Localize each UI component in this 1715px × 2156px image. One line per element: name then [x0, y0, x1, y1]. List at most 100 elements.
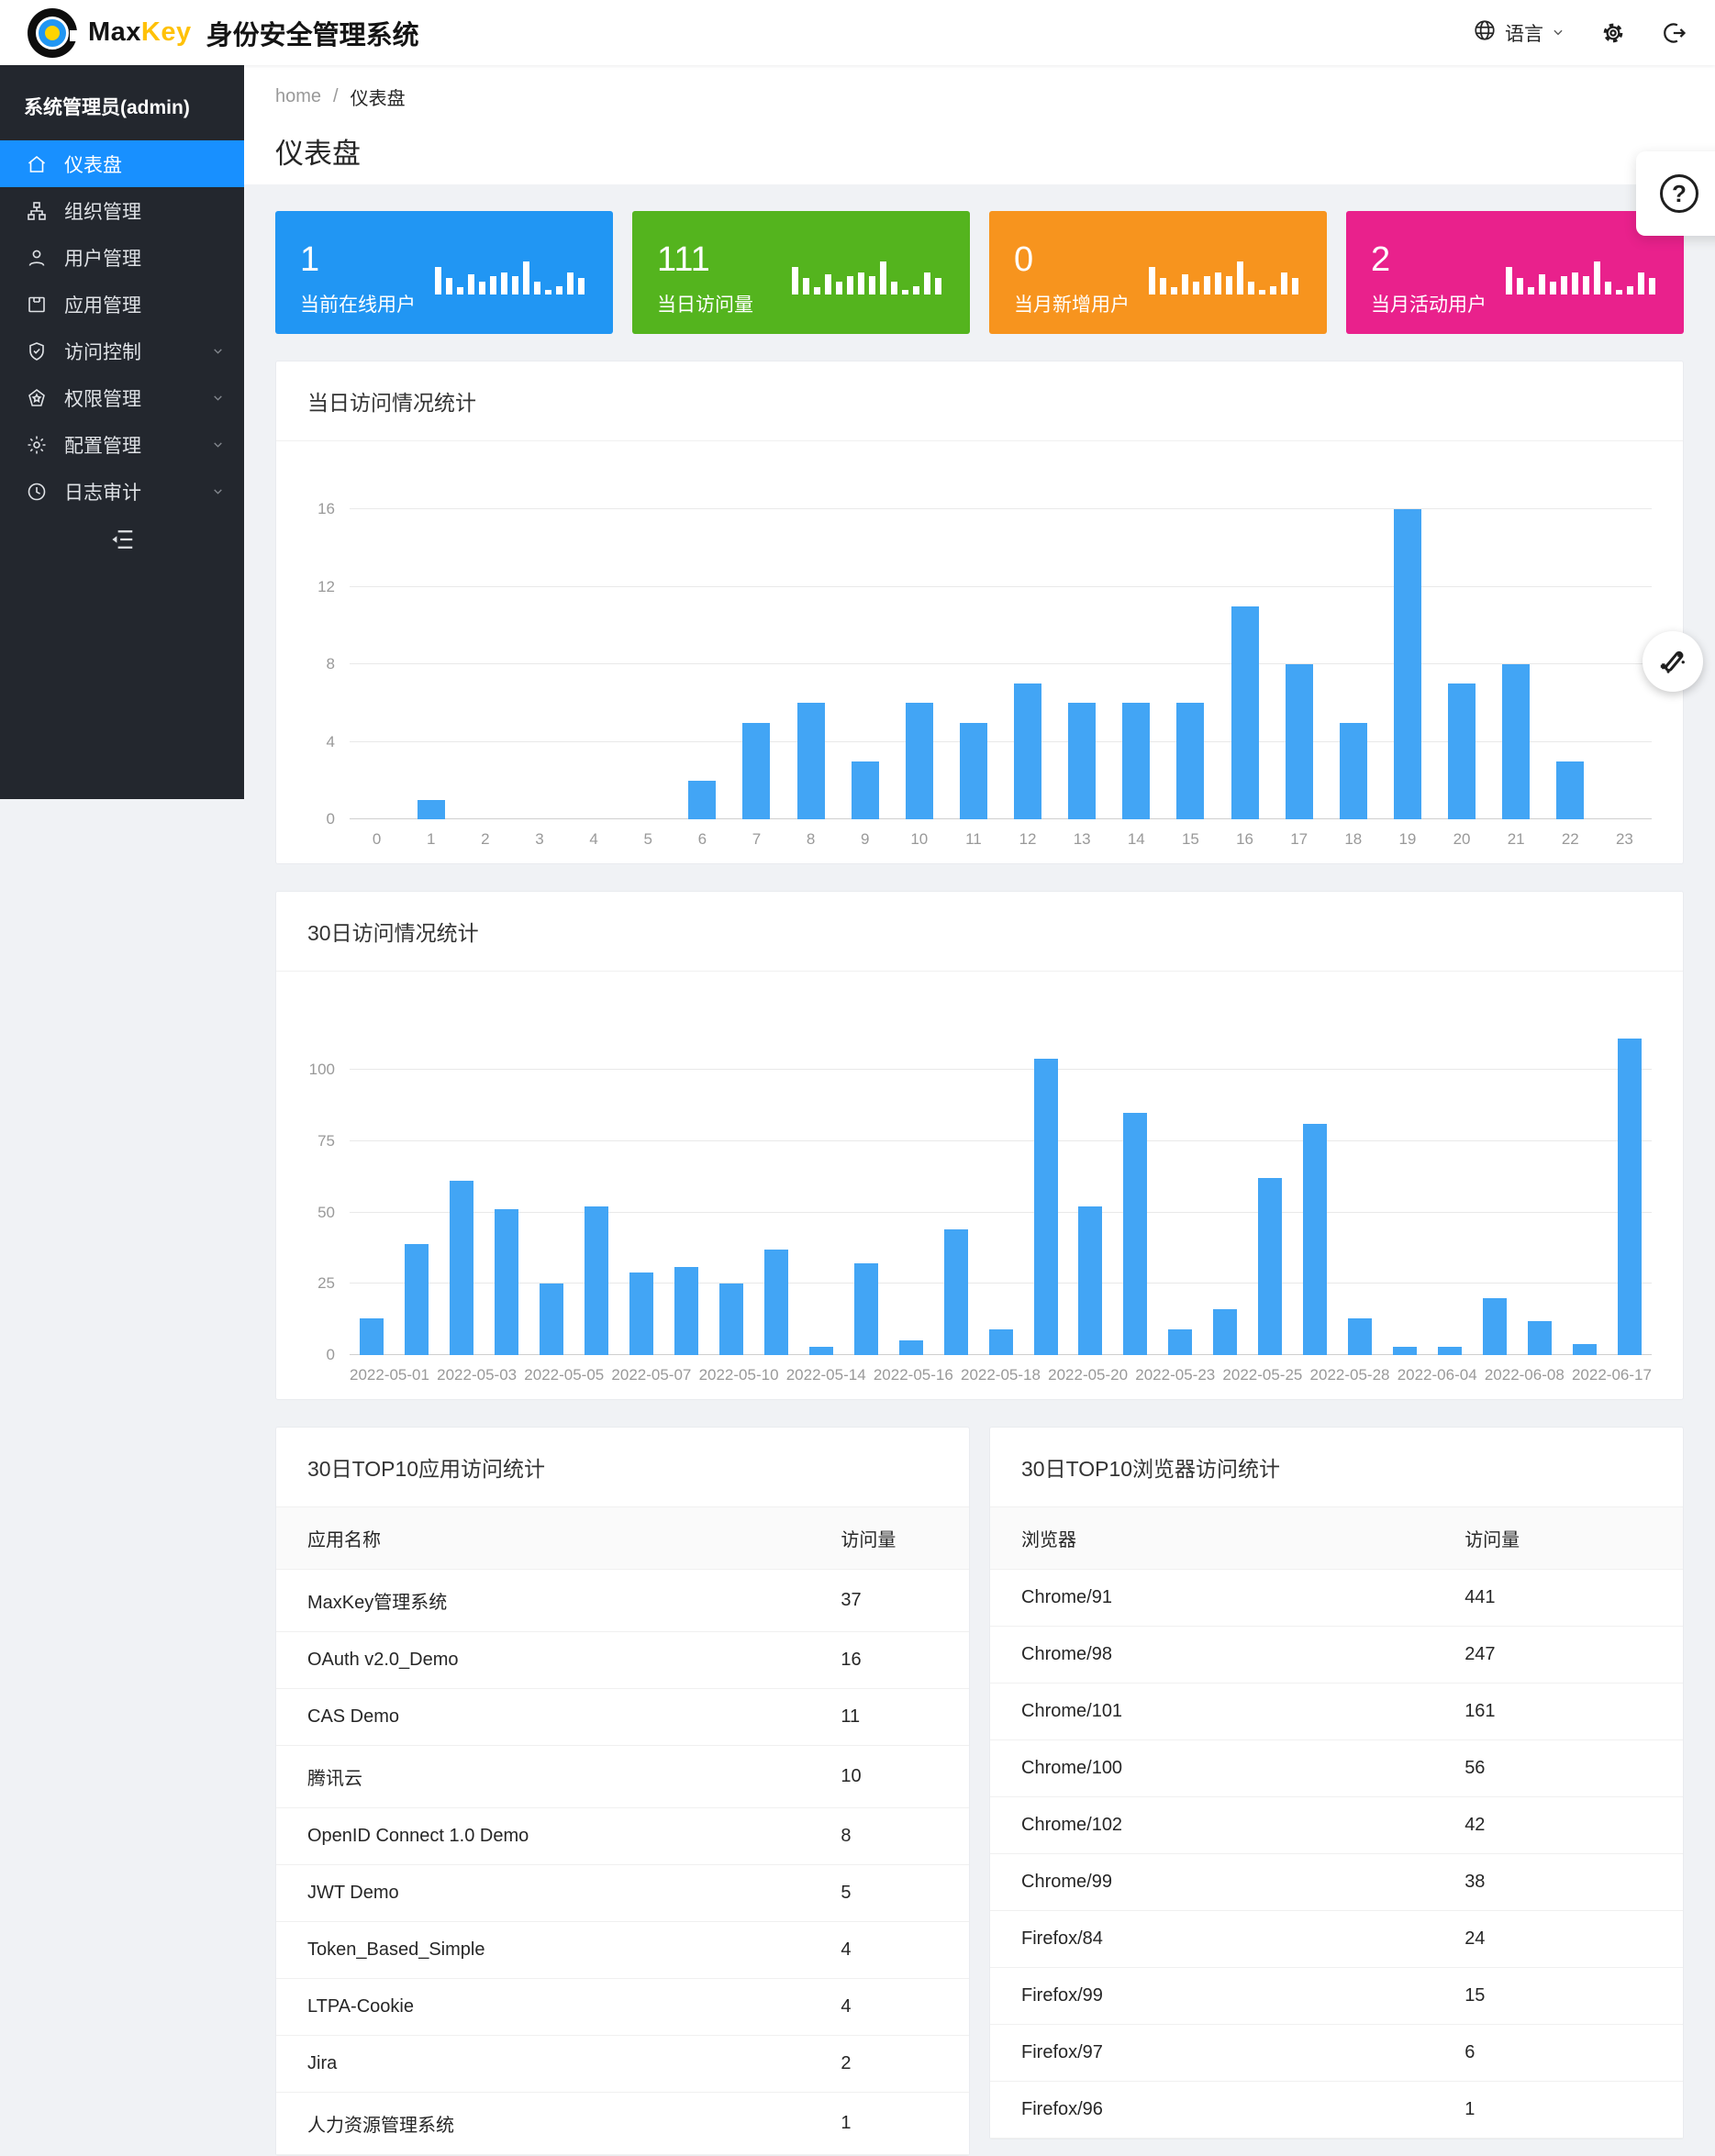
table-cell: 4: [809, 1978, 969, 2036]
bar-slot: [440, 1181, 484, 1355]
chart-bar: [405, 1243, 429, 1355]
bar-slot: [933, 1229, 978, 1355]
chart-bar: [1393, 1346, 1418, 1355]
x-axis-tick-label: 2022-05-01: [350, 1366, 429, 1384]
gear-icon: [25, 433, 49, 457]
language-menu[interactable]: 语言: [1473, 18, 1565, 48]
table-cell: 247: [1433, 1626, 1683, 1684]
bar-chart-sparkline-icon: [1506, 258, 1662, 299]
table-cell: Firefox/96: [990, 2081, 1434, 2139]
bar-slot: [1023, 1058, 1068, 1355]
table-row: Jira 2: [276, 2035, 969, 2093]
x-axis-tick-label: 9: [860, 830, 870, 848]
settings-button[interactable]: [1599, 19, 1627, 47]
menu-fold-button[interactable]: [0, 515, 244, 553]
panel-title: 30日TOP10浏览器访问统计: [1021, 1457, 1281, 1481]
table-cell: Firefox/99: [990, 1967, 1434, 2025]
sidebar-item-organizations[interactable]: 组织管理: [0, 187, 244, 234]
chart-bar: [718, 1284, 743, 1355]
table-cell: Chrome/100: [990, 1739, 1434, 1797]
panel-title: 当日访问情况统计: [307, 391, 476, 415]
x-axis-tick-label: 2022-05-05: [524, 1366, 605, 1384]
chart-x-axis-labels: 2022-05-01 2022-05-03 2022-05-05 2022-05-07…: [350, 1366, 1652, 1384]
chart-bar: [540, 1284, 564, 1355]
y-axis-tick-label: 4: [326, 732, 335, 750]
page-head: home / 仪表盘 仪表盘: [244, 65, 1715, 184]
table-row: JWT Demo 5: [276, 1864, 969, 1922]
table-header: 浏览器 访问量: [990, 1507, 1683, 1570]
x-axis-tick-label: [517, 1366, 524, 1384]
chart-bar: [688, 780, 717, 819]
table-row: OpenID Connect 1.0 Demo 8: [276, 1807, 969, 1865]
chart-bar: [1068, 703, 1097, 819]
table-cell: 人力资源管理系统: [276, 2092, 810, 2155]
table-cell: 38: [1433, 1853, 1683, 1911]
stat-label: 当月活动用户: [1371, 295, 1487, 316]
table-row: Token_Based_Simple 4: [276, 1921, 969, 1979]
table-cell: 腾讯云: [276, 1745, 810, 1808]
table-header: 应用名称 访问量: [276, 1507, 969, 1570]
topbar-actions: 语言: [1473, 18, 1687, 48]
bar-slot: [1383, 1346, 1428, 1355]
sidebar-item-access-control[interactable]: 访问控制: [0, 328, 244, 374]
bar-slot: [574, 1206, 619, 1355]
breadcrumb-home[interactable]: home: [275, 86, 322, 106]
table-cell: 15: [1433, 1967, 1683, 2025]
chevron-down-icon: [212, 392, 224, 404]
table-cell: 441: [1433, 1569, 1683, 1627]
chart-bars: [350, 478, 1652, 819]
stat-value: 2: [1371, 240, 1391, 279]
sidebar-item-applications[interactable]: 应用管理: [0, 281, 244, 328]
bar-slot: [784, 703, 838, 819]
chevron-down-icon: [212, 345, 224, 357]
chart-bar: [1502, 664, 1531, 819]
chart-plot: 0 4 8 12 16: [317, 478, 1652, 828]
sidebar-item-dashboard[interactable]: 仪表盘: [0, 140, 244, 187]
table-cell: Chrome/102: [990, 1796, 1434, 1854]
table-cell: Token_Based_Simple: [276, 1921, 810, 1979]
y-axis-tick-label: 12: [317, 577, 335, 595]
magic-wand-button[interactable]: [1643, 631, 1703, 692]
x-axis-tick-label: 17: [1290, 830, 1309, 848]
sidebar-item-label: 访问控制: [64, 341, 141, 363]
sidebar-item-users[interactable]: 用户管理: [0, 234, 244, 281]
breadcrumb-current: 仪表盘: [350, 89, 406, 109]
chart-bar: [1123, 1112, 1148, 1355]
x-axis-tick-label: [1390, 1366, 1398, 1384]
x-axis-tick-label: 19: [1398, 830, 1417, 848]
table-cell: OpenID Connect 1.0 Demo: [276, 1807, 810, 1865]
chart-bar: [1572, 1343, 1597, 1355]
panel-top10-apps: 30日TOP10应用访问统计 应用名称 访问量 MaxKey管理系统 37 OAuth…: [275, 1427, 970, 2156]
sidebar-item-audit-logs[interactable]: 日志审计: [0, 468, 244, 515]
table-row: Chrome/101 161: [990, 1683, 1683, 1740]
sidebar-item-permissions[interactable]: 权限管理: [0, 374, 244, 421]
table-cell: 4: [809, 1921, 969, 1979]
gridline: [350, 740, 1652, 742]
chart-bar: [674, 1266, 699, 1355]
bar-slot: [1380, 509, 1434, 819]
chart-bar: [959, 722, 987, 819]
sidebar-item-label: 应用管理: [64, 295, 141, 317]
stat-card-today-visits: 111 当日访问量: [632, 211, 970, 334]
clock-icon: [25, 480, 49, 504]
x-axis-tick-label: 4: [589, 830, 598, 848]
x-axis-tick-label: 2022-05-28: [1309, 1366, 1390, 1384]
table-row: 腾讯云 10: [276, 1745, 969, 1808]
table-cell: 37: [809, 1569, 969, 1632]
chart-bar: [1285, 664, 1313, 819]
chart-bar: [1122, 703, 1151, 819]
question-mark-icon: ?: [1660, 174, 1698, 213]
logout-button[interactable]: [1662, 20, 1687, 46]
column-header: 浏览器: [990, 1507, 1434, 1570]
x-axis-tick-label: 2022-05-23: [1135, 1366, 1216, 1384]
bar-slot: [529, 1284, 574, 1355]
chart-bar: [1231, 606, 1259, 819]
chart-bar: [585, 1206, 609, 1355]
sidebar-item-configuration[interactable]: 配置管理: [0, 421, 244, 468]
bar-slot: [888, 1340, 933, 1355]
table-header-row: 应用名称 访问量: [276, 1507, 969, 1570]
table-cell: 16: [809, 1631, 969, 1689]
bar-slot: [675, 780, 729, 819]
x-axis-tick-label: 2022-05-18: [960, 1366, 1041, 1384]
help-button[interactable]: ?: [1636, 151, 1715, 236]
